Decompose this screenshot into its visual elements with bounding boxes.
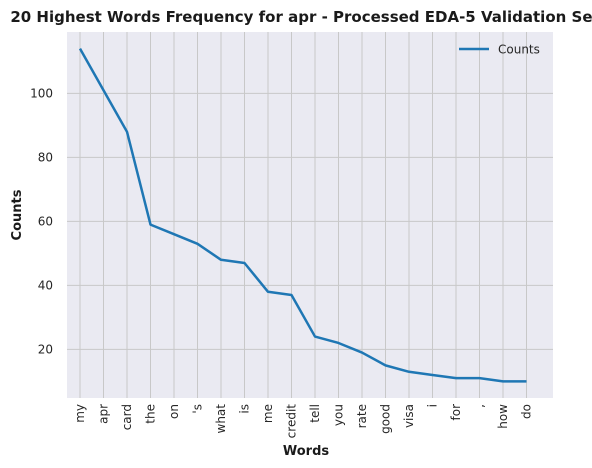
legend-label: Counts bbox=[498, 43, 540, 57]
x-tick-labels: my apr card the on 's what is me credit tell you rat… bbox=[73, 404, 534, 439]
series-line bbox=[78, 48, 527, 383]
y-tick-label: 80 bbox=[38, 150, 53, 164]
x-tick-label: i bbox=[426, 404, 440, 407]
x-tick-label: you bbox=[332, 404, 346, 426]
x-tick-label: me bbox=[261, 404, 275, 423]
x-tick-label: what bbox=[214, 404, 228, 434]
y-tick-label: 40 bbox=[38, 278, 53, 292]
y-axis-label: Counts bbox=[10, 189, 25, 240]
legend: Counts bbox=[459, 43, 540, 57]
x-tick-label: good bbox=[379, 404, 393, 434]
x-tick-label: for bbox=[449, 404, 463, 421]
y-tick-label: 100 bbox=[30, 86, 53, 100]
x-tick-label: the bbox=[144, 404, 158, 424]
x-tick-label: card bbox=[120, 404, 134, 430]
horizontal-gridlines bbox=[67, 92, 553, 350]
x-tick-label: on bbox=[167, 404, 181, 419]
y-tick-labels: 20 40 60 80 100 bbox=[30, 86, 53, 356]
x-tick-label: how bbox=[496, 404, 510, 429]
x-tick-label: tell bbox=[308, 404, 322, 423]
y-tick-label: 60 bbox=[38, 214, 53, 228]
x-tick-label: credit bbox=[285, 404, 299, 439]
y-tick-label: 20 bbox=[38, 342, 53, 356]
x-axis-label: Words bbox=[283, 444, 330, 459]
x-tick-label: 's bbox=[191, 404, 205, 414]
x-tick-label: my bbox=[73, 404, 87, 423]
x-tick-label: rate bbox=[355, 404, 369, 428]
chart-title: 20 Highest Words Frequency for apr - Pro… bbox=[10, 8, 592, 26]
x-tick-label: do bbox=[520, 404, 534, 419]
x-tick-label: is bbox=[238, 404, 252, 414]
series-group bbox=[78, 48, 527, 383]
x-tick-label: apr bbox=[97, 404, 111, 424]
plot-area bbox=[67, 32, 553, 398]
x-tick-label: visa bbox=[402, 404, 416, 428]
x-tick-label: , bbox=[473, 404, 487, 408]
